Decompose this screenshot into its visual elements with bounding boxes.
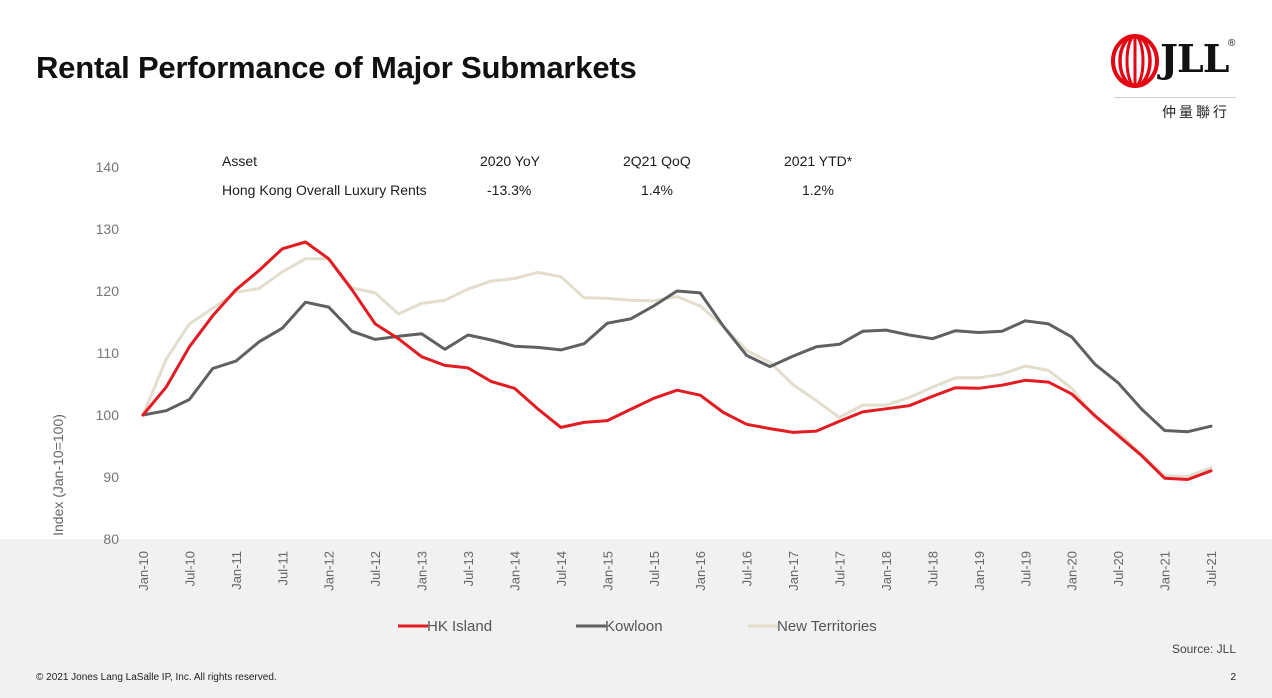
y-tick-label: 130 bbox=[96, 221, 120, 237]
legend-label: HK Island bbox=[427, 618, 492, 635]
y-tick-label: 80 bbox=[103, 531, 119, 547]
series-line-new-territories bbox=[141, 257, 1213, 478]
y-tick-label: 100 bbox=[96, 407, 120, 423]
y-tick-label: 140 bbox=[96, 159, 120, 175]
logo-divider bbox=[1114, 97, 1236, 98]
x-tick-label: Jan-15 bbox=[600, 551, 615, 591]
logo-wordmark: JLL bbox=[1160, 36, 1229, 81]
table-header-2q21-qoq: 2Q21 QoQ bbox=[623, 153, 691, 169]
x-tick-label: Jul-17 bbox=[833, 551, 848, 586]
x-tick-label: Jan-21 bbox=[1158, 551, 1173, 591]
table-cell-asset: Hong Kong Overall Luxury Rents bbox=[222, 182, 427, 198]
x-tick-label: Jul-14 bbox=[554, 551, 569, 586]
x-tick-label: Jul-19 bbox=[1018, 551, 1033, 586]
legend-label: New Territories bbox=[777, 618, 877, 635]
x-tick-label: Jul-16 bbox=[740, 551, 755, 586]
slide-title: Rental Performance of Major Submarkets bbox=[36, 50, 637, 85]
table-header-2020-yoy: 2020 YoY bbox=[480, 153, 540, 169]
jll-emblem-icon bbox=[1111, 34, 1159, 88]
x-tick-label: Jan-13 bbox=[415, 551, 430, 591]
x-tick-label: Jan-11 bbox=[229, 551, 244, 590]
page-number: 2 bbox=[1230, 672, 1236, 683]
table-cell-2q21-qoq: 1.4% bbox=[641, 182, 673, 198]
x-tick-label: Jul-10 bbox=[182, 551, 197, 586]
x-tick-label: Jul-13 bbox=[461, 551, 476, 586]
x-tick-label: Jul-11 bbox=[275, 551, 290, 585]
source-note: Source: JLL bbox=[1171, 642, 1236, 656]
x-tick-label: Jul-18 bbox=[925, 551, 940, 586]
y-tick-label: 110 bbox=[97, 345, 120, 361]
x-tick-label: Jan-10 bbox=[136, 551, 151, 591]
logo-chinese-name: 仲量聯行 bbox=[1162, 105, 1230, 121]
table-cell-2021-ytd: 1.2% bbox=[802, 182, 834, 198]
table-header-asset: Asset bbox=[222, 153, 258, 169]
x-tick-label: Jul-15 bbox=[647, 551, 662, 586]
x-tick-label: Jan-20 bbox=[1065, 551, 1080, 591]
chart-background-band bbox=[0, 539, 1272, 698]
x-tick-label: Jan-18 bbox=[879, 551, 894, 591]
x-tick-label: Jan-12 bbox=[322, 551, 337, 591]
logo-registered-mark: ® bbox=[1228, 38, 1236, 49]
table-cell-2020-yoy: -13.3% bbox=[487, 182, 532, 198]
x-tick-label: Jan-14 bbox=[507, 551, 522, 591]
series-line-kowloon bbox=[141, 289, 1213, 434]
y-tick-label: 120 bbox=[96, 283, 120, 299]
y-tick-label: 90 bbox=[103, 469, 119, 485]
x-tick-label: Jul-12 bbox=[368, 551, 383, 586]
jll-logo: JLL ® 仲量聯行 bbox=[1108, 34, 1238, 122]
table-header-2021-ytd: 2021 YTD* bbox=[784, 153, 853, 169]
x-tick-label: Jan-19 bbox=[972, 551, 987, 591]
x-tick-label: Jul-21 bbox=[1204, 551, 1219, 586]
copyright-footer: © 2021 Jones Lang LaSalle IP, Inc. All r… bbox=[36, 672, 277, 683]
x-tick-label: Jul-20 bbox=[1111, 551, 1126, 586]
x-tick-label: Jan-16 bbox=[693, 551, 708, 591]
y-axis-label: Index (Jan-10=100) bbox=[50, 414, 66, 536]
legend-label: Kowloon bbox=[605, 618, 663, 635]
series-line-hk-island bbox=[141, 240, 1213, 481]
x-tick-label: Jan-17 bbox=[786, 551, 801, 591]
